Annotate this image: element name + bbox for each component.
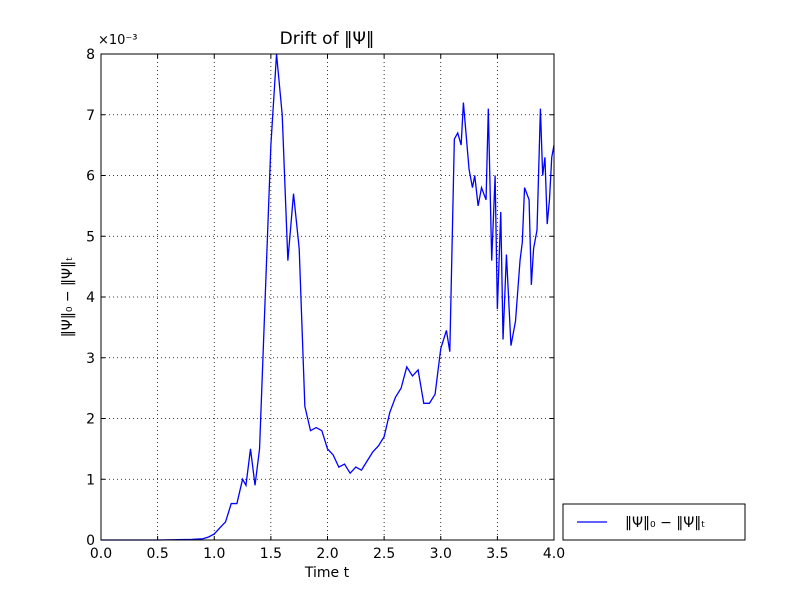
y-tick-label: 4	[86, 290, 95, 306]
y-tick-label: 5	[86, 229, 95, 245]
y-tick-label: 2	[86, 412, 95, 428]
y-tick-label: 7	[86, 108, 95, 124]
x-tick-label: 0.5	[146, 546, 168, 562]
y-tick-label: 3	[86, 351, 95, 367]
x-tick-label: 3.5	[486, 546, 508, 562]
x-tick-label: 4.0	[543, 546, 565, 562]
legend-label: ‖Ψ‖₀ − ‖Ψ‖ₜ	[625, 515, 705, 531]
x-tick-label: 0.0	[90, 546, 112, 562]
chart-title: Drift of ‖Ψ‖	[280, 29, 375, 49]
x-tick-label: 2.5	[373, 546, 395, 562]
y-tick-label: 8	[86, 47, 95, 63]
data-line	[101, 53, 555, 541]
x-tick-label: 1.0	[203, 546, 225, 562]
y-offset-label: ×10⁻³	[98, 33, 138, 48]
x-tick-label: 1.5	[260, 546, 282, 562]
y-tick-label: 0	[86, 533, 95, 549]
y-tick-label: 6	[86, 169, 95, 185]
plot-frame	[100, 53, 555, 541]
x-tick-label: 2.0	[316, 546, 338, 562]
x-axis-label: Time t	[304, 565, 350, 581]
x-tick-label: 3.0	[430, 546, 452, 562]
y-tick-label: 1	[86, 472, 95, 488]
y-axis-label: ‖Ψ‖₀ − ‖Ψ‖ₜ	[60, 257, 76, 337]
